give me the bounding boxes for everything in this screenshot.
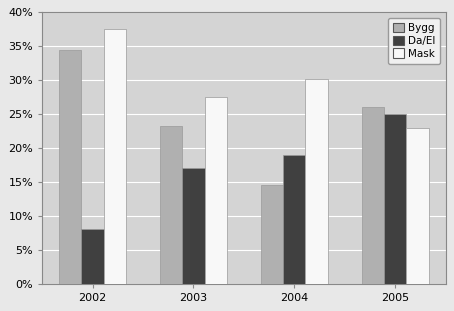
Bar <box>81 230 104 284</box>
Legend: Bygg, Da/El, Mask: Bygg, Da/El, Mask <box>388 17 440 64</box>
Bar <box>384 114 406 284</box>
Bar <box>205 97 227 284</box>
Bar <box>183 168 205 284</box>
Bar <box>59 50 81 284</box>
Bar <box>283 155 306 284</box>
Bar <box>104 29 126 284</box>
Bar <box>406 128 429 284</box>
Bar <box>160 126 183 284</box>
Bar <box>306 79 328 284</box>
Bar <box>261 185 283 284</box>
Bar <box>362 107 384 284</box>
